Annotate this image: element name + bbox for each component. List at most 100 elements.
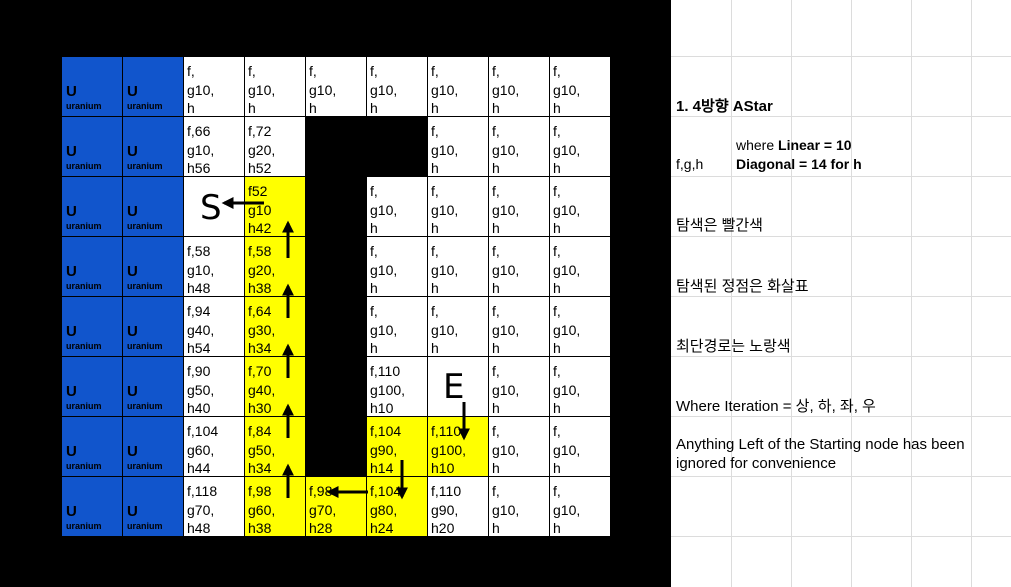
grid-cell[interactable]: f, g10, h [489,477,550,537]
sheet-row-line [671,236,1011,237]
wall-cell[interactable] [306,297,367,357]
uranium-name: uranium [66,461,102,471]
grid-cell[interactable]: f, g10, h [367,177,428,237]
grid-cell[interactable]: f, g10, h [550,177,611,237]
wall-cell[interactable] [306,417,367,477]
uranium-symbol: U [66,323,77,340]
path-cell[interactable]: f,64 g30, h34 [245,297,306,357]
cell-fgh-values: f,110 g100, h10 [431,423,467,476]
grid-cell[interactable]: f, g10, h [428,57,489,117]
grid-cell[interactable]: f, g10, h [245,57,306,117]
grid-cell[interactable]: f, g10, h [550,297,611,357]
grid-cell[interactable]: f, g10, h [489,417,550,477]
grid-cell[interactable]: f, g10, h [489,237,550,297]
start-cell[interactable]: S [184,177,245,237]
grid-cell[interactable]: f,118 g70, h48 [184,477,245,537]
path-cell[interactable]: f,104 g90, h14 [367,417,428,477]
grid-cell[interactable]: f, g10, h [367,57,428,117]
cell-fgh-values: f,104 g90, h14 [370,423,402,476]
grid-cell[interactable]: f, g10, h [489,357,550,417]
uranium-symbol: U [127,503,138,520]
cell-fgh-values: f,110 g100, h10 [370,363,406,416]
cell-fgh-values: f, g10, h [553,183,581,236]
uranium-symbol: U [127,263,138,280]
path-cell[interactable]: f,98 g60, h38 [245,477,306,537]
wall-cell[interactable] [367,117,428,177]
grid-cell[interactable]: f, g10, h [367,237,428,297]
grid-cell[interactable]: f, g10, h [367,297,428,357]
grid-cell[interactable]: f, g10, h [550,477,611,537]
grid-cell[interactable]: f, g10, h [550,57,611,117]
cell-fgh-values: f, g10, h [370,303,398,356]
wall-cell[interactable] [306,177,367,237]
grid-cell[interactable]: f, g10, h [489,297,550,357]
grid-cell[interactable]: f, g10, h [550,357,611,417]
wall-cell[interactable] [306,237,367,297]
path-cell[interactable]: f,98 g70, h28 [306,477,367,537]
wall-cell[interactable] [306,117,367,177]
wall-cell[interactable] [306,357,367,417]
uranium-symbol: U [127,383,138,400]
path-cell[interactable]: f,70 g40, h30 [245,357,306,417]
grid-cell[interactable]: f,94 g40, h54 [184,297,245,357]
sheet-row-line [671,56,1011,57]
notes-explored-red: 탐색은 빨간색 [676,217,763,234]
end-cell[interactable]: E [428,357,489,417]
cell-fgh-values: f, g10, h [309,63,337,116]
grid-cell[interactable]: f, g10, h [428,117,489,177]
sheet-row-line [671,176,1011,177]
grid-cell[interactable]: f, g10, h [184,57,245,117]
grid-cell[interactable]: f, g10, h [428,177,489,237]
grid-cell[interactable]: f, g10, h [489,117,550,177]
uranium-symbol: U [66,263,77,280]
grid-cell[interactable]: f,90 g50, h40 [184,357,245,417]
grid-cell[interactable]: f,110 g100, h10 [367,357,428,417]
path-cell[interactable]: f,110 g100, h10 [428,417,489,477]
grid-cell[interactable]: f,104 g60, h44 [184,417,245,477]
grid-cell[interactable]: f, g10, h [428,237,489,297]
grid-cell[interactable]: f,66 g10, h56 [184,117,245,177]
notes-shortest-yellow: 최단경로는 노랑색 [676,338,791,355]
cell-fgh-values: f,98 g60, h38 [248,483,276,536]
cell-fgh-values: f,64 g30, h34 [248,303,276,356]
sheet-column-line [851,0,852,587]
path-cell[interactable]: f,84 g50, h34 [245,417,306,477]
grid-cell[interactable]: f, g10, h [489,177,550,237]
uranium-symbol: U [66,443,77,460]
grid-cell[interactable]: f, g10, h [306,57,367,117]
cell-fgh-values: f,118 g70, h48 [187,483,218,536]
cell-fgh-values: f, g10, h [370,183,398,236]
grid-cell[interactable]: f,58 g10, h48 [184,237,245,297]
grid-cell[interactable]: f, g10, h [550,417,611,477]
grid-cell[interactable]: f, g10, h [550,237,611,297]
sheet-row-line [671,536,1011,537]
grid-cell[interactable]: f, g10, h [550,117,611,177]
cell-fgh-values: f,66 g10, h56 [187,123,215,176]
path-cell[interactable]: f52 g10 h42 [245,177,306,237]
grid-cell[interactable]: f, g10, h [489,57,550,117]
path-cell[interactable]: f,58 g20, h38 [245,237,306,297]
grid-cell[interactable]: f,72 g20, h52 [245,117,306,177]
cell-fgh-values: f,94 g40, h54 [187,303,215,356]
path-cell[interactable]: f,104 g80, h24 [367,477,428,537]
notes-explored-arrow: 탐색된 정점은 화살표 [676,278,809,295]
grid-cell[interactable]: f, g10, h [428,297,489,357]
grid-cell[interactable]: f,110 g90, h20 [428,477,489,537]
cell-fgh-values: f, g10, h [431,243,459,296]
